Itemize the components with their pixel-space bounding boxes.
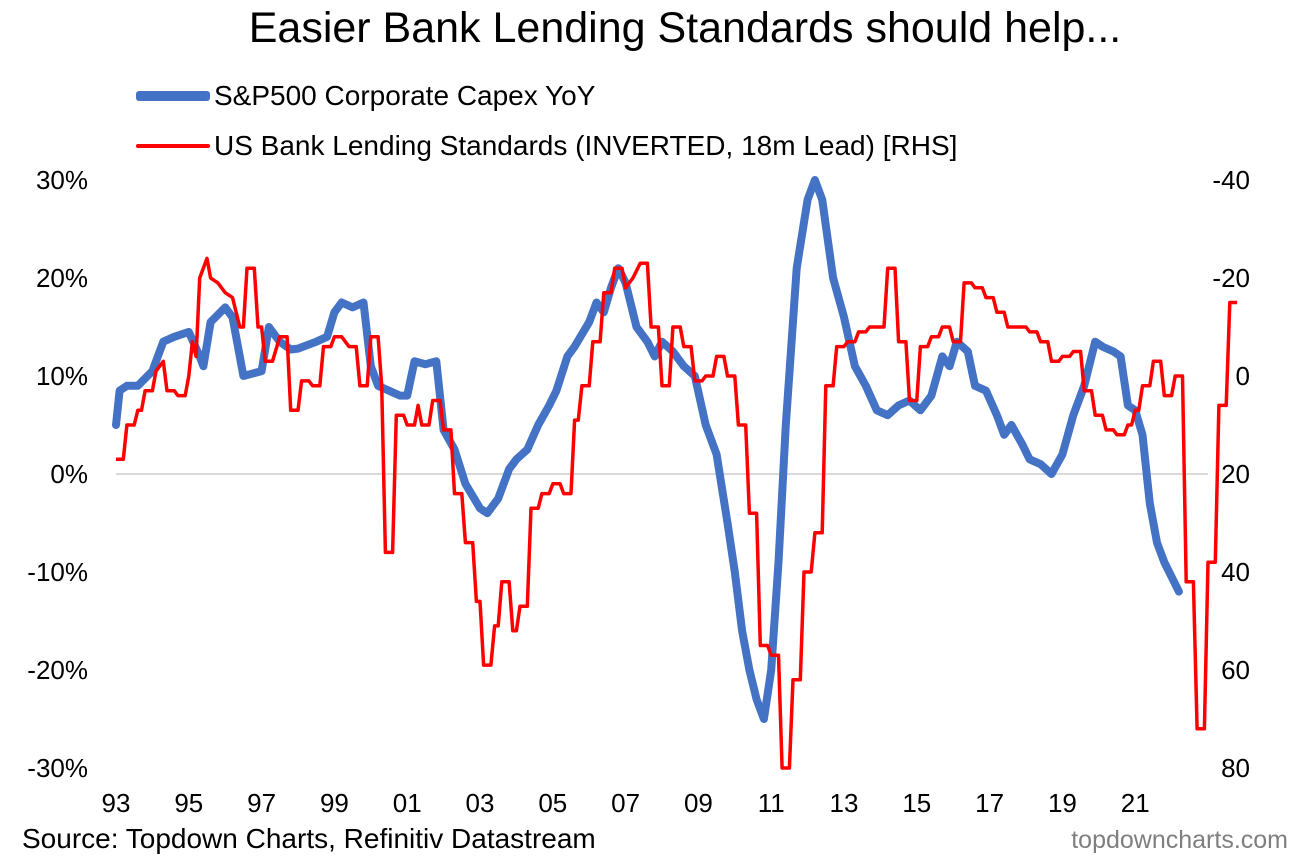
right-tick-label: 80 [1221, 753, 1250, 783]
right-tick-label: 40 [1221, 557, 1250, 587]
x-tick-label: 19 [1048, 788, 1077, 818]
x-tick-label: 09 [684, 788, 713, 818]
left-axis-ticks: 30% 20% 10% 0% -10% -20% -30% [27, 165, 88, 783]
x-tick-label: 15 [902, 788, 931, 818]
x-tick-label: 93 [102, 788, 131, 818]
left-tick-label: 0% [50, 459, 88, 489]
x-tick-label: 17 [975, 788, 1004, 818]
right-tick-label: -40 [1212, 165, 1250, 195]
legend-swatch-capex [136, 91, 210, 101]
left-tick-label: -30% [27, 753, 88, 783]
source-note: Source: Topdown Charts, Refinitiv Datast… [22, 823, 596, 854]
right-tick-label: 0 [1236, 361, 1250, 391]
series-line-lending [116, 256, 1238, 770]
legend-item-lending: US Bank Lending Standards (INVERTED, 18m… [136, 128, 957, 164]
right-tick-label: -20 [1212, 263, 1250, 293]
left-tick-label: 20% [36, 263, 88, 293]
x-tick-label: 11 [758, 788, 785, 818]
x-tick-label: 05 [538, 788, 567, 818]
x-tick-label: 97 [247, 788, 276, 818]
series-line-capex [112, 176, 1183, 723]
legend-label-lending: US Bank Lending Standards (INVERTED, 18m… [214, 130, 958, 161]
x-tick-label: 01 [393, 788, 422, 818]
x-tick-label: 95 [174, 788, 203, 818]
left-tick-label: -10% [27, 557, 88, 587]
legend-label-capex: S&P500 Corporate Capex YoY [214, 80, 596, 111]
left-tick-label: -20% [27, 655, 88, 685]
x-tick-label: 21 [1121, 788, 1150, 818]
x-tick-label: 99 [320, 788, 349, 818]
right-axis-ticks: -40 -20 0 20 40 60 80 [1212, 165, 1250, 783]
x-tick-label: 07 [611, 788, 640, 818]
legend-swatch-lending [136, 144, 210, 148]
chart-title: Easier Bank Lending Standards should hel… [248, 4, 1122, 52]
watermark: topdowncharts.com [1071, 826, 1288, 854]
right-tick-label: 60 [1221, 655, 1250, 685]
left-tick-label: 10% [36, 361, 88, 391]
x-axis-ticks: 93 95 97 99 01 03 05 07 09 11 13 15 17 19 21 [102, 788, 1150, 818]
right-tick-label: 20 [1221, 459, 1250, 489]
x-tick-label: 03 [466, 788, 495, 818]
left-tick-label: 30% [36, 165, 88, 195]
legend-item-capex: S&P500 Corporate Capex YoY [136, 78, 595, 114]
x-tick-label: 13 [830, 788, 859, 818]
